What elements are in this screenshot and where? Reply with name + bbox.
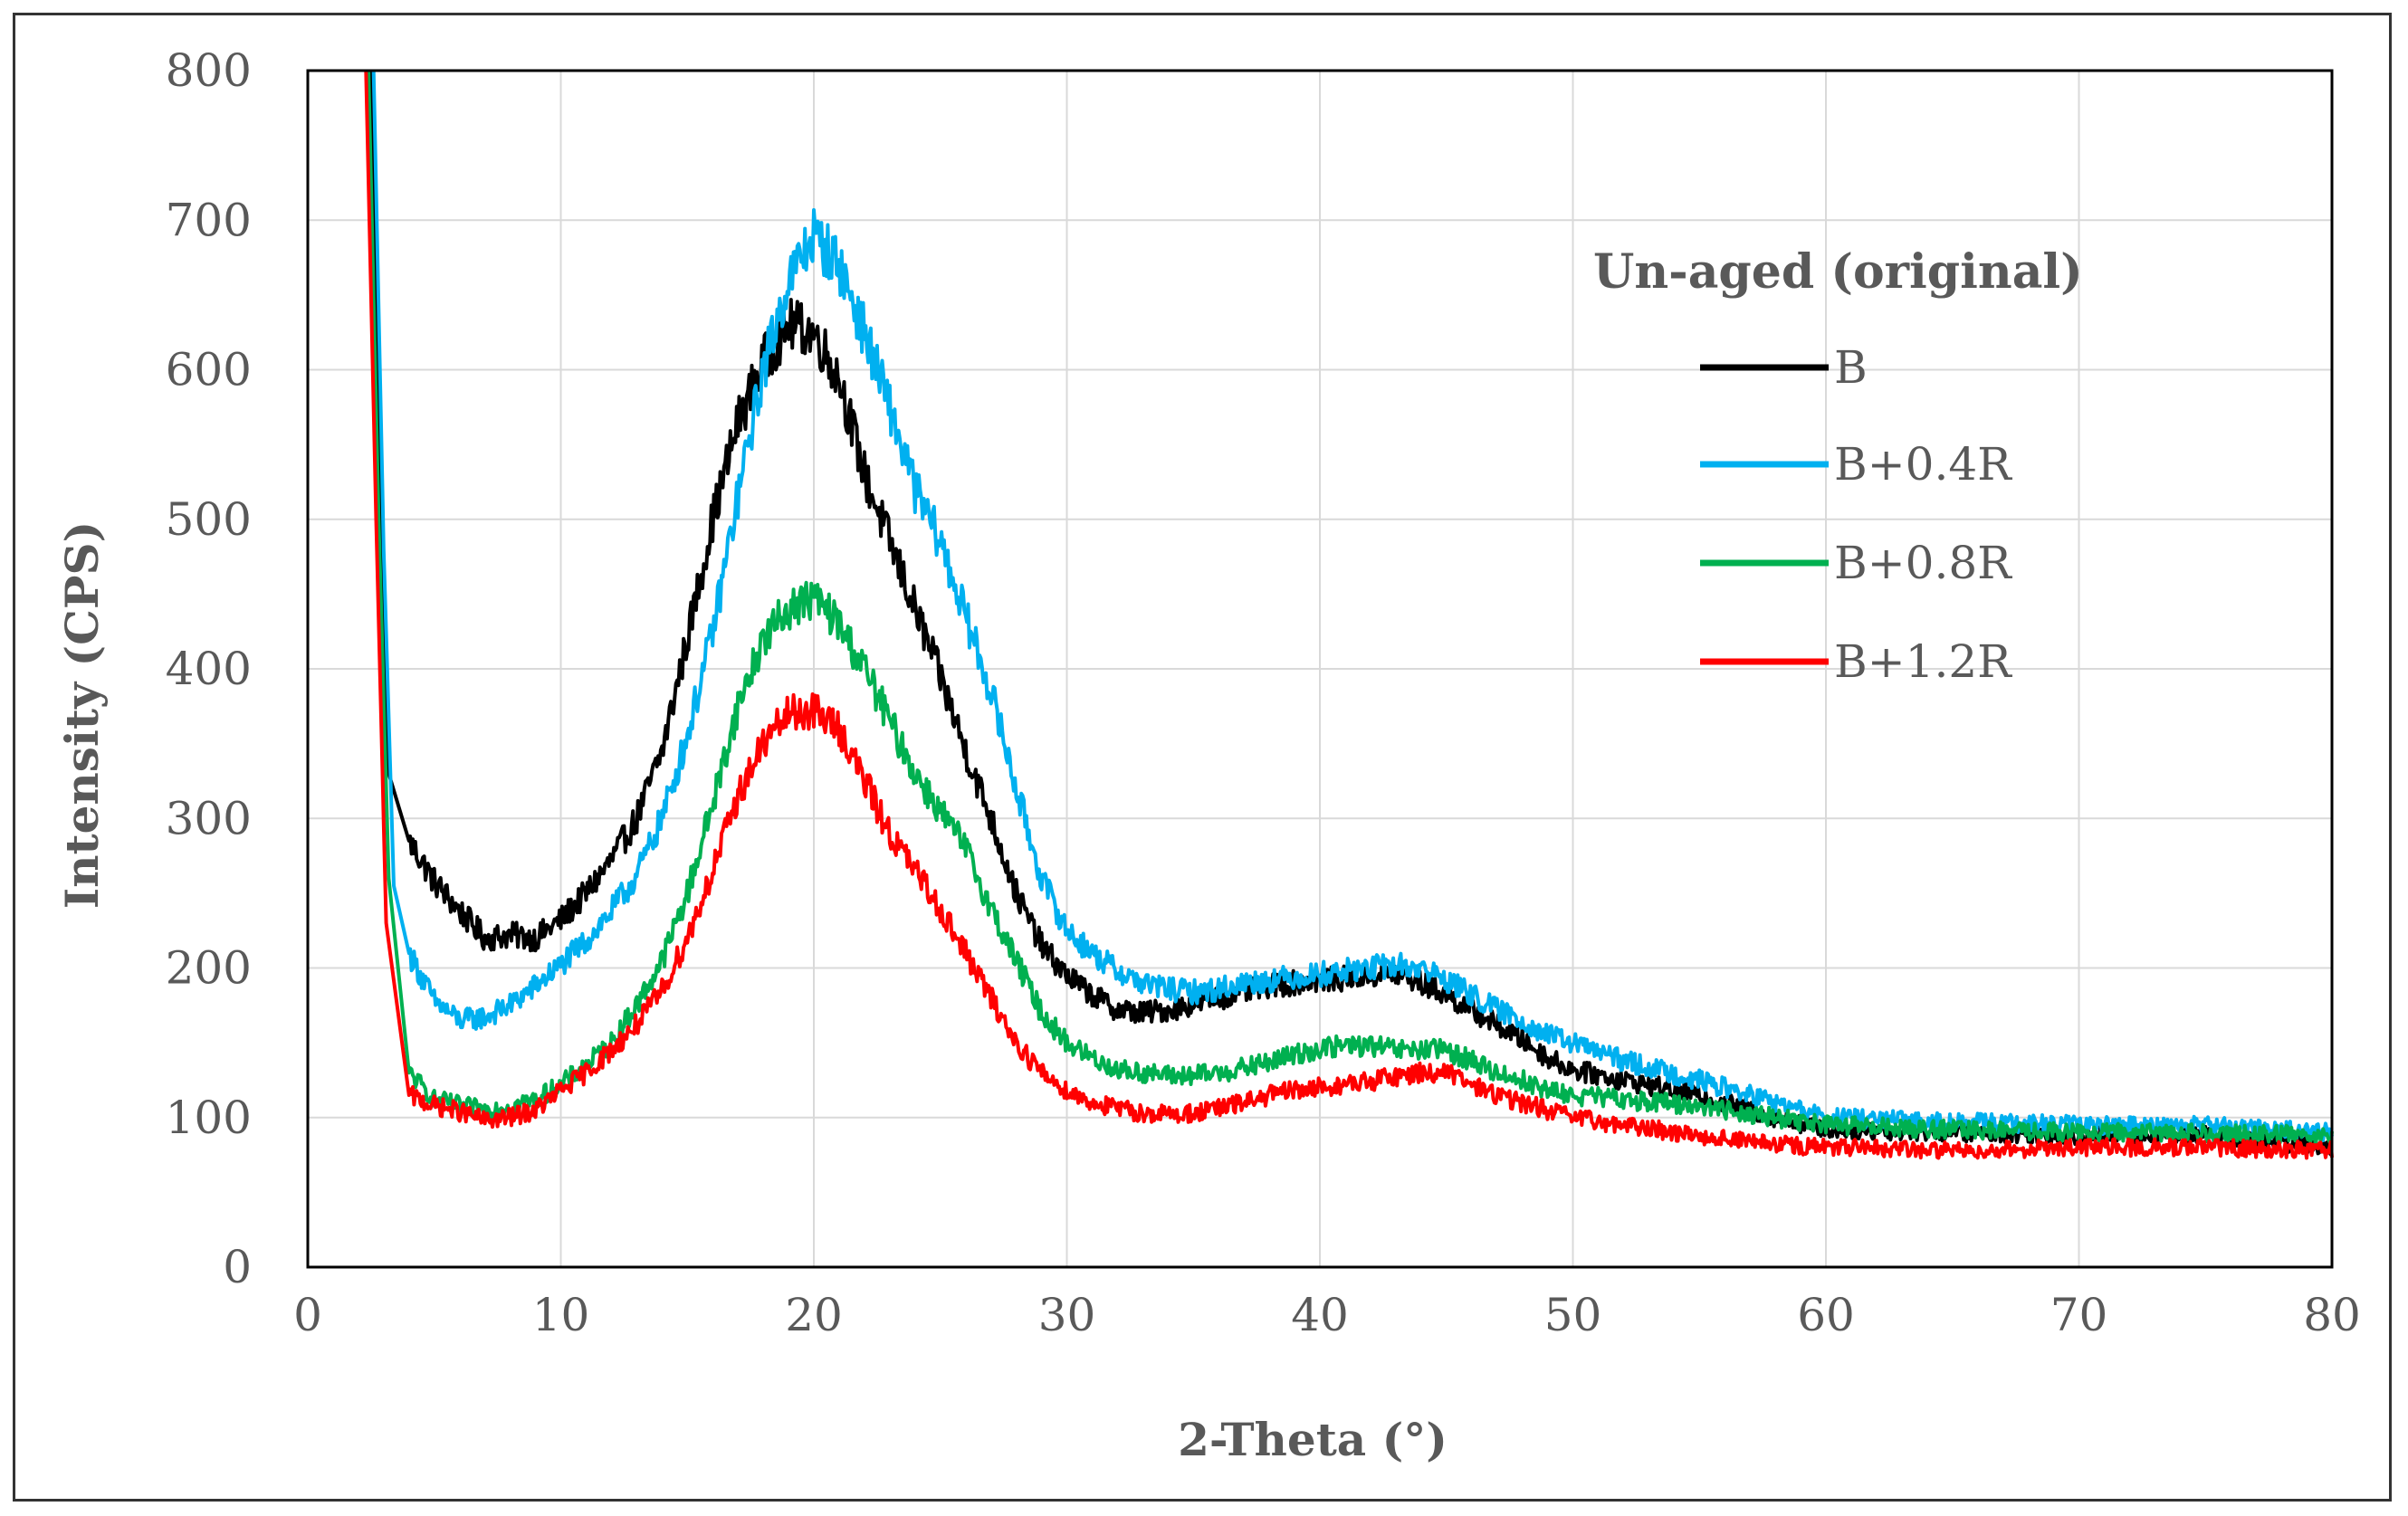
series-line-b-0-4r (371, 70, 2334, 1143)
legend-label-b-0-4r: B+0.4R (1834, 438, 2012, 491)
y-tick-label: 700 (166, 194, 252, 246)
y-tick-label: 800 (166, 44, 252, 97)
y-tick-label: 600 (166, 344, 252, 396)
chart-frame (13, 13, 2392, 1502)
y-tick-label: 500 (166, 493, 252, 546)
axes (306, 69, 2334, 1269)
legend-label-b: B (1834, 341, 1868, 394)
x-tick-label: 70 (2050, 1289, 2108, 1341)
y-axis-title: Intensity (CPS) (55, 521, 109, 910)
x-tick-label: 50 (1544, 1289, 1602, 1341)
legend-label-b-0-8r: B+0.8R (1834, 537, 2012, 589)
series-group (364, 70, 2334, 1160)
legend-label-b-1-2r: B+1.2R (1834, 635, 2012, 688)
x-tick-label: 60 (1797, 1289, 1855, 1341)
y-tick-label: 300 (166, 792, 252, 844)
x-axis-title: 2-Theta (°) (1178, 1413, 1448, 1466)
x-tick-label: 80 (2303, 1289, 2361, 1341)
legend-title: Un-aged (original) (1593, 244, 2083, 300)
legend: Un-aged (original) B B+0.4R B+0.8R B+1.2R (1593, 244, 2083, 688)
x-tick-label: 40 (1291, 1289, 1349, 1341)
series-line-b-0-8r (367, 70, 2334, 1146)
plot-area-border (306, 69, 2334, 1269)
x-tick-label: 20 (785, 1289, 843, 1341)
y-tick-label: 100 (166, 1092, 252, 1144)
y-tick-label: 200 (166, 942, 252, 995)
x-tick-label: 30 (1038, 1289, 1096, 1341)
x-tick-label: 10 (532, 1289, 590, 1341)
y-tick-label: 400 (166, 643, 252, 695)
y-tick-label: 0 (223, 1241, 252, 1293)
series-line-b-1-2r (364, 70, 2334, 1160)
tick-labels: 0 10 20 30 40 50 60 70 8001002003004005006007008… (166, 44, 2361, 1341)
x-tick-label: 0 (293, 1289, 322, 1341)
